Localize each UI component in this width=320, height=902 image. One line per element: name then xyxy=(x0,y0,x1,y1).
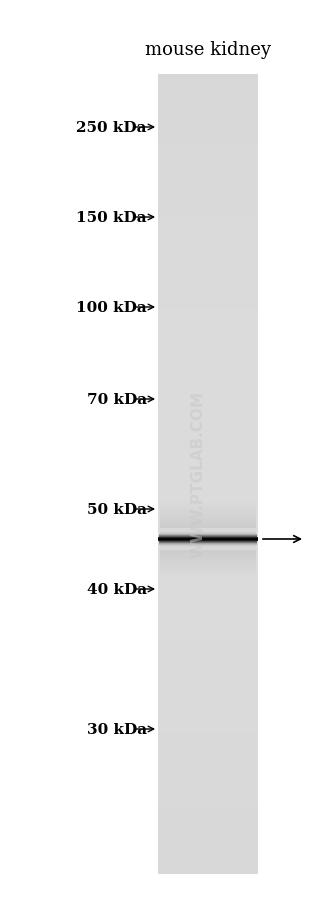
Text: 100 kDa: 100 kDa xyxy=(76,300,147,315)
Text: 250 kDa: 250 kDa xyxy=(76,121,147,135)
Text: 40 kDa: 40 kDa xyxy=(87,583,147,596)
Text: 70 kDa: 70 kDa xyxy=(87,392,147,407)
Text: 150 kDa: 150 kDa xyxy=(76,211,147,225)
Text: 30 kDa: 30 kDa xyxy=(87,723,147,736)
Text: mouse kidney: mouse kidney xyxy=(145,41,271,59)
Text: 50 kDa: 50 kDa xyxy=(87,502,147,517)
Text: WWW.PTGLAB.COM: WWW.PTGLAB.COM xyxy=(190,391,205,557)
